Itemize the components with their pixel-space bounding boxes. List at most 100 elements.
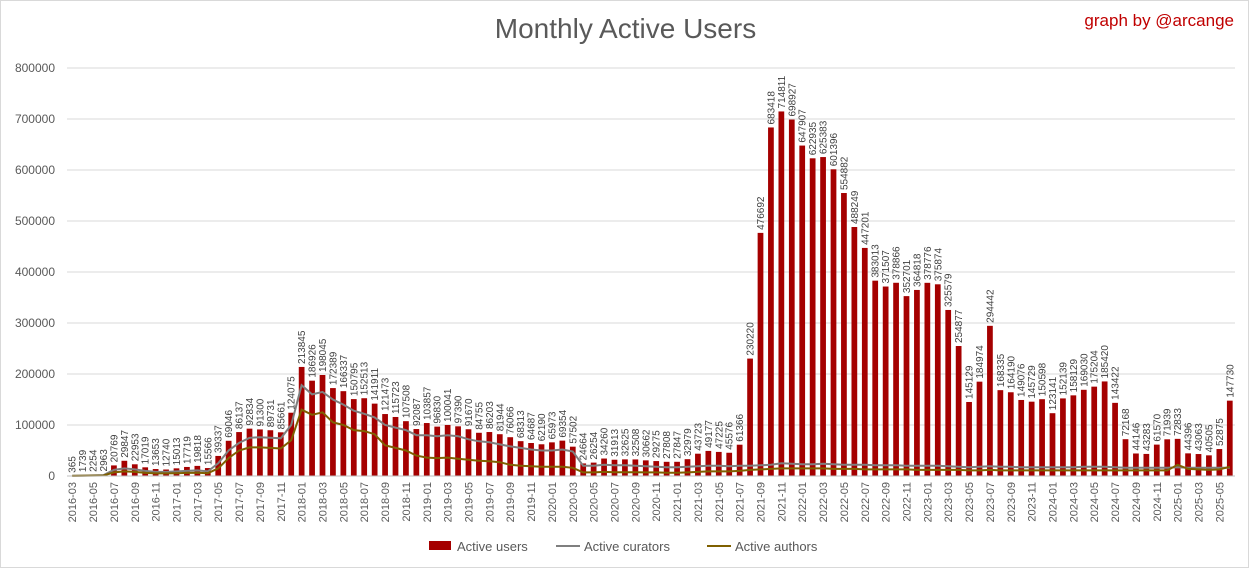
data-label: 30662 bbox=[641, 429, 652, 457]
data-label: 172389 bbox=[328, 351, 339, 385]
x-tick-label: 2022-03 bbox=[818, 482, 830, 522]
bar bbox=[538, 444, 545, 476]
data-label: 622935 bbox=[808, 121, 819, 155]
data-label: 65973 bbox=[547, 411, 558, 439]
data-label: 230220 bbox=[746, 322, 757, 356]
data-label: 92087 bbox=[412, 398, 423, 426]
bar bbox=[1049, 413, 1056, 476]
credit-text: graph by @arcange bbox=[1084, 11, 1234, 30]
data-label: 69354 bbox=[558, 409, 569, 437]
x-tick-label: 2024-01 bbox=[1048, 482, 1060, 522]
bar bbox=[1018, 399, 1025, 476]
y-tick-label: 700000 bbox=[15, 112, 55, 126]
x-tick-label: 2019-03 bbox=[443, 482, 455, 522]
bar bbox=[768, 127, 774, 476]
data-label: 294442 bbox=[985, 289, 996, 323]
data-label: 152513 bbox=[360, 361, 371, 395]
bar bbox=[559, 440, 566, 476]
data-label: 49177 bbox=[704, 420, 715, 448]
x-tick-label: 2021-01 bbox=[672, 482, 684, 522]
data-label: 12740 bbox=[162, 438, 173, 466]
x-tick-label: 2023-09 bbox=[1006, 482, 1018, 522]
x-tick-label: 2023-01 bbox=[922, 482, 934, 522]
x-tick-label: 2018-01 bbox=[297, 482, 309, 522]
bar bbox=[642, 460, 649, 476]
bar bbox=[715, 451, 722, 476]
bar bbox=[1143, 453, 1150, 476]
bar bbox=[517, 441, 524, 476]
bar bbox=[476, 432, 482, 476]
data-label: 84755 bbox=[474, 402, 485, 430]
data-label: 68313 bbox=[516, 410, 527, 438]
bar bbox=[945, 309, 952, 476]
x-tick-label: 2017-03 bbox=[192, 482, 204, 522]
x-tick-label: 2025-03 bbox=[1194, 482, 1206, 522]
x-tick-label: 2021-11 bbox=[776, 482, 788, 522]
data-label: 166337 bbox=[339, 354, 350, 388]
bar bbox=[1185, 453, 1191, 476]
bar bbox=[465, 429, 472, 476]
x-tick-label: 2018-07 bbox=[359, 482, 371, 522]
data-label: 62190 bbox=[537, 413, 548, 441]
data-label: 32508 bbox=[631, 428, 642, 456]
bar bbox=[1174, 438, 1181, 476]
data-label: 123141 bbox=[1048, 376, 1059, 410]
bar bbox=[997, 390, 1004, 476]
bar bbox=[882, 286, 889, 476]
bar bbox=[611, 459, 618, 476]
data-label: 29847 bbox=[120, 430, 131, 458]
data-label: 72168 bbox=[1121, 408, 1132, 436]
x-tick-label: 2017-11 bbox=[276, 482, 288, 522]
legend-label: Active users bbox=[457, 539, 528, 554]
data-label: 150795 bbox=[349, 362, 360, 396]
bar bbox=[601, 458, 607, 476]
data-label: 61366 bbox=[735, 413, 746, 441]
data-label: 69046 bbox=[224, 410, 235, 438]
x-tick-label: 2022-05 bbox=[839, 482, 851, 522]
data-label: 91670 bbox=[464, 398, 475, 426]
data-label: 61570 bbox=[1152, 413, 1163, 441]
bar bbox=[747, 358, 753, 476]
data-label: 143422 bbox=[1111, 366, 1122, 400]
data-label: 213845 bbox=[297, 330, 308, 364]
data-label: 43063 bbox=[1194, 423, 1205, 451]
x-tick-label: 2023-03 bbox=[943, 482, 955, 522]
bar bbox=[1226, 400, 1233, 476]
bar bbox=[914, 289, 920, 476]
data-label: 2963 bbox=[99, 449, 110, 472]
x-tick-label: 2020-01 bbox=[547, 482, 559, 522]
data-label: 186926 bbox=[308, 344, 319, 378]
data-label: 86203 bbox=[485, 401, 496, 429]
bar bbox=[455, 426, 461, 476]
x-tick-label: 2018-09 bbox=[380, 482, 392, 522]
data-label: 17019 bbox=[141, 436, 152, 464]
x-tick-label: 2020-07 bbox=[610, 482, 622, 522]
x-tick-label: 2018-11 bbox=[401, 482, 413, 522]
data-label: 476692 bbox=[756, 196, 767, 230]
data-label: 378866 bbox=[892, 246, 903, 280]
bar bbox=[257, 429, 263, 476]
data-label: 325579 bbox=[944, 273, 955, 307]
x-tick-label: 2016-11 bbox=[151, 482, 163, 522]
bar bbox=[507, 437, 514, 476]
bar bbox=[549, 442, 555, 476]
data-label: 81944 bbox=[495, 403, 506, 431]
data-label: 34260 bbox=[600, 427, 611, 455]
data-label: 375874 bbox=[933, 247, 944, 281]
x-tick-label: 2021-03 bbox=[693, 482, 705, 522]
data-label: 71939 bbox=[1163, 408, 1174, 436]
x-tick-label: 2016-05 bbox=[88, 482, 100, 522]
data-label: 39337 bbox=[214, 425, 225, 453]
bar bbox=[757, 232, 764, 476]
data-label: 164190 bbox=[1006, 355, 1017, 389]
bar bbox=[403, 421, 409, 476]
data-label: 2254 bbox=[89, 449, 100, 472]
data-label: 91300 bbox=[255, 398, 266, 426]
data-label: 698927 bbox=[787, 83, 798, 117]
y-tick-label: 300000 bbox=[15, 316, 55, 330]
x-tick-label: 2020-05 bbox=[589, 482, 601, 522]
x-tick-label: 2020-09 bbox=[630, 482, 642, 522]
bar bbox=[955, 346, 962, 476]
